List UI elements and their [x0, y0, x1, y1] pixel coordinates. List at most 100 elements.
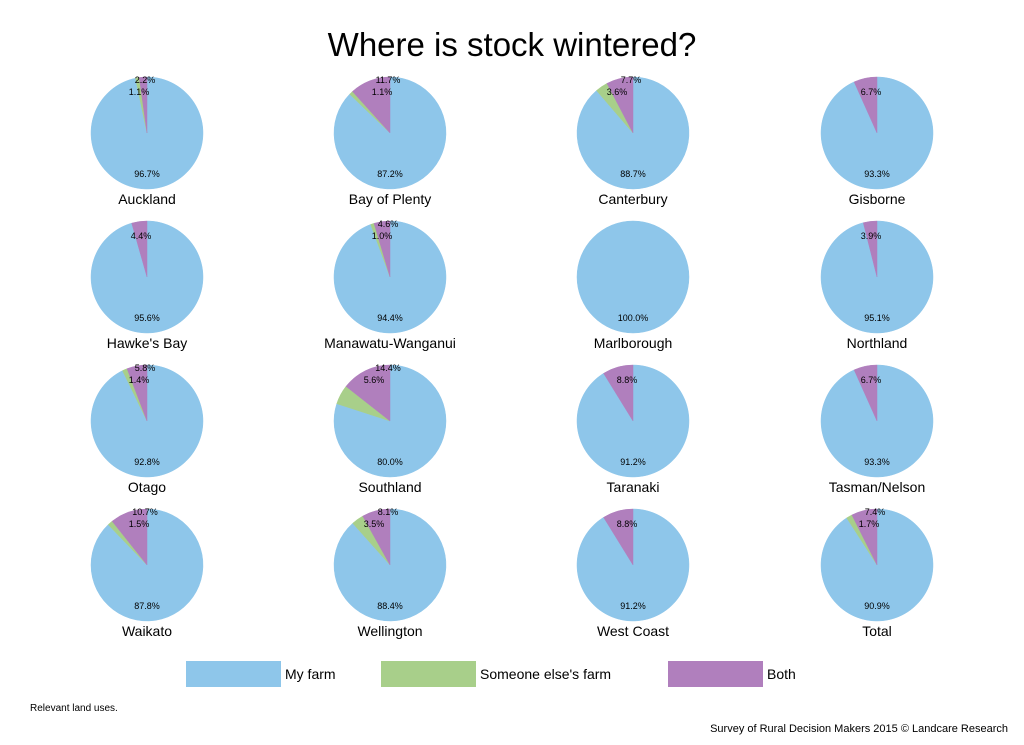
pie-hawke-s-bay: 95.6% 4.4% Hawke's Bay [90, 220, 204, 351]
data-label-waikato-someone-else: 1.5% [129, 519, 150, 529]
pie-grid: 96.7% 2.2% 1.1% Auckland 87.2% 11.7% 1.1% Bay o… [90, 75, 934, 639]
pie-label-wellington: Wellington [357, 623, 422, 639]
pie-label-west-coast: West Coast [597, 623, 669, 639]
pie-label-northland: Northland [847, 335, 908, 351]
data-label-hawke-s-bay-both: 4.4% [131, 231, 152, 241]
pie-slice-canterbury-both [606, 76, 634, 134]
pie-label-bay-of-plenty: Bay of Plenty [349, 191, 432, 207]
pie-label-waikato: Waikato [122, 623, 172, 639]
pie-label-hawke-s-bay: Hawke's Bay [107, 335, 187, 351]
pie-label-tasman-nelson: Tasman/Nelson [829, 479, 926, 495]
pie-slice-wellington-both [362, 508, 391, 566]
pie-label-canterbury: Canterbury [598, 191, 667, 207]
data-label-bay-of-plenty-someone-else: 1.1% [372, 87, 393, 97]
pie-west-coast: 91.2% 8.8% West Coast [576, 508, 690, 639]
data-label-gisborne-both: 6.7% [861, 87, 882, 97]
data-label-tasman-nelson-my-farm: 93.3% [864, 457, 890, 467]
data-label-manawatu-wanganui-both: 4.6% [378, 219, 399, 229]
data-label-gisborne-my-farm: 93.3% [864, 169, 890, 179]
pie-manawatu-wanganui: 94.4% 4.6% 1.0% Manawatu-Wanganui [324, 219, 456, 351]
legend-item-my-farm: My farm [186, 660, 336, 688]
pie-auckland: 96.7% 2.2% 1.1% Auckland [90, 75, 204, 207]
data-label-auckland-someone-else: 1.1% [129, 87, 150, 97]
pie-slice-southland-my-farm [333, 364, 447, 478]
pie-slice-gisborne-both [853, 76, 878, 134]
legend: My farm Someone else's farm Both [0, 660, 1024, 690]
data-label-wellington-my-farm: 88.4% [377, 601, 403, 611]
pie-bay-of-plenty: 87.2% 11.7% 1.1% Bay of Plenty [333, 75, 447, 207]
pie-label-total: Total [862, 623, 892, 639]
data-label-canterbury-my-farm: 88.7% [620, 169, 646, 179]
legend-item-someone-else: Someone else's farm [381, 660, 611, 688]
data-label-west-coast-both: 8.8% [617, 519, 638, 529]
pie-slice-taranaki-both [603, 364, 634, 422]
pie-gisborne: 93.3% 6.7% Gisborne [820, 76, 934, 207]
pie-label-auckland: Auckland [118, 191, 176, 207]
data-label-southland-both: 14.4% [375, 363, 401, 373]
legend-swatch-both [668, 661, 763, 687]
pie-tasman-nelson: 93.3% 6.7% Tasman/Nelson [820, 364, 934, 495]
legend-label-someone-else: Someone else's farm [480, 666, 612, 682]
pie-slice-southland-both [345, 364, 391, 422]
data-label-waikato-my-farm: 87.8% [134, 601, 160, 611]
pie-slice-northland-both [862, 220, 878, 278]
data-label-west-coast-my-farm: 91.2% [620, 601, 646, 611]
data-label-otago-someone-else: 1.4% [129, 375, 150, 385]
pie-slice-otago-both [126, 364, 148, 422]
pie-slice-west-coast-both [603, 508, 634, 566]
pie-slice-bay-of-plenty-my-farm [333, 76, 447, 190]
data-label-northland-my-farm: 95.1% [864, 313, 890, 323]
data-label-auckland-both: 2.2% [135, 75, 156, 85]
pie-slice-bay-of-plenty-both [352, 76, 391, 134]
data-label-canterbury-someone-else: 3.6% [607, 87, 628, 97]
pie-label-taranaki: Taranaki [607, 479, 660, 495]
data-label-canterbury-both: 7.7% [621, 75, 642, 85]
pie-slice-northland-my-farm [820, 220, 934, 334]
data-label-wellington-both: 8.1% [378, 507, 399, 517]
pie-northland: 95.1% 3.9% Northland [820, 220, 934, 351]
pie-label-otago: Otago [128, 479, 166, 495]
pie-canterbury: 88.7% 7.7% 3.6% Canterbury [576, 75, 690, 207]
pie-otago: 92.8% 5.8% 1.4% Otago [90, 363, 204, 495]
pie-marlborough: 100.0% Marlborough [576, 220, 690, 351]
legend-item-both: Both [668, 660, 796, 688]
legend-label-my-farm: My farm [285, 666, 336, 682]
data-label-southland-someone-else: 5.6% [364, 375, 385, 385]
pie-waikato: 87.8% 10.7% 1.5% Waikato [90, 507, 204, 639]
data-label-tasman-nelson-both: 6.7% [861, 375, 882, 385]
pie-slice-marlborough-my-farm [576, 220, 690, 334]
data-label-bay-of-plenty-both: 11.7% [376, 75, 401, 85]
pie-slice-west-coast-my-farm [576, 508, 690, 622]
data-label-total-someone-else: 1.7% [859, 519, 880, 529]
data-label-total-both: 7.4% [865, 507, 886, 517]
pie-slice-manawatu-wanganui-both [373, 220, 391, 278]
chart-title: Where is stock wintered? [327, 26, 697, 63]
pie-southland: 80.0% 14.4% 5.6% Southland [333, 363, 447, 495]
data-label-northland-both: 3.9% [861, 231, 882, 241]
pie-slice-waikato-both [111, 508, 148, 566]
pie-slice-total-both [851, 508, 878, 566]
pie-wellington: 88.4% 8.1% 3.5% Wellington [333, 507, 447, 639]
data-label-marlborough-my-farm: 100.0% [618, 313, 649, 323]
pie-slice-taranaki-my-farm [576, 364, 690, 478]
pie-slice-tasman-nelson-both [853, 364, 878, 422]
data-label-southland-my-farm: 80.0% [377, 457, 403, 467]
legend-swatch-someone-else [381, 661, 476, 687]
data-label-manawatu-wanganui-my-farm: 94.4% [377, 313, 403, 323]
data-label-wellington-someone-else: 3.5% [364, 519, 385, 529]
pie-label-gisborne: Gisborne [849, 191, 906, 207]
pie-slice-total-my-farm [820, 508, 934, 622]
source-credit: Survey of Rural Decision Makers 2015 © L… [710, 723, 1008, 735]
data-label-auckland-my-farm: 96.7% [134, 169, 160, 179]
data-label-total-my-farm: 90.9% [864, 601, 890, 611]
data-label-hawke-s-bay-my-farm: 95.6% [134, 313, 160, 323]
pie-slice-hawke-s-bay-both [131, 220, 148, 278]
data-label-taranaki-my-farm: 91.2% [620, 457, 646, 467]
pie-total: 90.9% 7.4% 1.7% Total [820, 507, 934, 639]
data-label-waikato-both: 10.7% [132, 507, 158, 517]
pie-taranaki: 91.2% 8.8% Taranaki [576, 364, 690, 495]
pie-slice-auckland-both [138, 76, 148, 134]
pie-label-southland: Southland [358, 479, 421, 495]
legend-label-both: Both [767, 666, 796, 682]
pie-label-marlborough: Marlborough [594, 335, 673, 351]
